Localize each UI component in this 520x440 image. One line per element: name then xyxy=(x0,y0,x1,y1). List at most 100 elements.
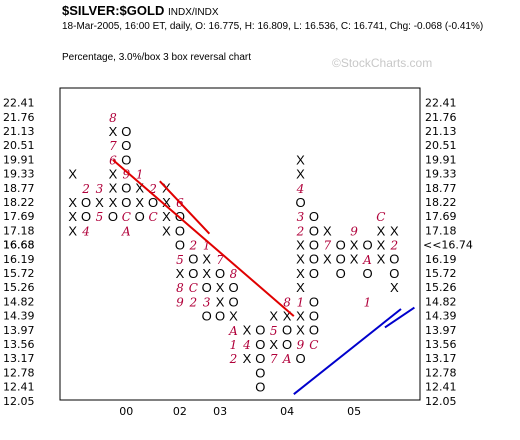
chart-description: Percentage, 3.0%/box 3 box reversal char… xyxy=(62,52,251,63)
y-tick-right: 12.78 xyxy=(425,366,457,379)
o-box: O xyxy=(121,152,131,167)
x-box: X xyxy=(390,223,399,238)
month-marker: 3 xyxy=(203,295,211,309)
x-box: X xyxy=(283,309,292,324)
y-tick-right: 20.51 xyxy=(425,139,457,152)
o-box: O xyxy=(148,195,158,210)
o-box: O xyxy=(135,209,145,224)
o-box: O xyxy=(228,280,238,295)
o-box: O xyxy=(108,209,118,224)
x-tick-label: 03 xyxy=(213,405,227,418)
o-box: O xyxy=(336,238,346,253)
y-tick-right: 21.13 xyxy=(425,125,457,138)
x-box: X xyxy=(323,223,332,238)
x-tick-label: 05 xyxy=(347,405,361,418)
month-marker: A xyxy=(362,253,372,267)
o-box: O xyxy=(121,138,131,153)
month-marker: 2 xyxy=(148,182,157,196)
o-box: O xyxy=(202,309,212,324)
y-tick-right: 13.56 xyxy=(425,338,457,351)
x-box: X xyxy=(296,167,305,182)
x-box: X xyxy=(377,252,386,267)
x-box: X xyxy=(229,309,238,324)
y-tick-right: 19.91 xyxy=(425,153,457,166)
symbol-title: $SILVER:$GOLD xyxy=(62,3,165,18)
y-tick-right: 18.77 xyxy=(425,182,457,195)
y-tick-right: 19.33 xyxy=(425,168,457,181)
o-box: O xyxy=(228,294,238,309)
o-box: O xyxy=(309,294,319,309)
o-box: O xyxy=(255,351,265,366)
x-box: X xyxy=(162,195,171,210)
o-box: O xyxy=(121,181,131,196)
y-tick-left: 13.97 xyxy=(3,324,35,337)
y-tick-right: 17.69 xyxy=(425,210,457,223)
y-tick-left: 13.56 xyxy=(3,338,35,351)
x-box: X xyxy=(296,309,305,324)
o-box: O xyxy=(336,266,346,281)
x-box: X xyxy=(68,209,77,224)
month-marker: 8 xyxy=(230,267,238,281)
y-tick-left: 12.41 xyxy=(3,381,35,394)
x-box: X xyxy=(68,167,77,182)
month-marker: 2 xyxy=(81,182,90,196)
month-marker: A xyxy=(121,224,131,238)
month-marker: 7 xyxy=(216,253,224,267)
month-marker: 3 xyxy=(96,182,104,196)
month-marker: A xyxy=(282,352,292,366)
month-marker: 5 xyxy=(96,210,104,224)
o-box: O xyxy=(309,309,319,324)
month-marker: 4 xyxy=(242,338,251,352)
resistance-secondary-trend-line xyxy=(159,180,211,235)
chart-title: $SILVER:$GOLD INDX/INDX xyxy=(62,3,219,18)
x-box: X xyxy=(377,223,386,238)
x-box: X xyxy=(243,351,252,366)
support-secondary-trend-line xyxy=(384,306,415,329)
month-marker: 4 xyxy=(296,182,305,196)
month-marker: 1 xyxy=(230,338,238,352)
y-tick-right: 15.72 xyxy=(425,267,457,280)
month-marker: 1 xyxy=(136,168,144,182)
o-box: O xyxy=(295,195,305,210)
o-box: O xyxy=(309,238,319,253)
o-box: O xyxy=(175,223,185,238)
y-tick-left: 21.13 xyxy=(3,125,35,138)
y-tick-right: 12.41 xyxy=(425,381,457,394)
o-box: O xyxy=(255,365,265,380)
y-tick-left: 20.51 xyxy=(3,139,35,152)
month-marker: 1 xyxy=(297,295,305,309)
month-marker: A xyxy=(228,324,238,338)
y-tick-right: 16.19 xyxy=(425,253,457,266)
month-marker: 9 xyxy=(297,338,305,352)
y-tick-left: 17.18 xyxy=(3,224,35,237)
y-tick-left: 17.69 xyxy=(3,210,35,223)
month-marker: 9 xyxy=(176,295,184,309)
month-marker: 2 xyxy=(389,239,398,253)
y-tick-left: 21.76 xyxy=(3,111,35,124)
x-box: X xyxy=(269,309,278,324)
o-box: O xyxy=(81,195,91,210)
watermark: ©StockCharts.com xyxy=(332,56,433,70)
month-marker: 8 xyxy=(109,111,117,125)
y-tick-left: 18.77 xyxy=(3,182,35,195)
y-tick-left: 16.68 xyxy=(3,239,35,252)
x-box: X xyxy=(323,252,332,267)
x-box: X xyxy=(377,238,386,253)
o-box: O xyxy=(255,380,265,395)
y-tick-right: 22.41 xyxy=(425,97,457,110)
y-tick-right: 12.05 xyxy=(425,395,457,408)
y-tick-left: 15.26 xyxy=(3,281,35,294)
y-tick-left: 15.72 xyxy=(3,267,35,280)
y-tick-right: 13.97 xyxy=(425,324,457,337)
y-tick-left: 14.39 xyxy=(3,310,35,323)
x-box: X xyxy=(296,152,305,167)
o-box: O xyxy=(309,223,319,238)
month-marker: 2 xyxy=(188,239,197,253)
month-marker: 7 xyxy=(270,352,278,366)
y-tick-right: 14.82 xyxy=(425,295,457,308)
x-box: X xyxy=(135,181,144,196)
x-box: X xyxy=(162,223,171,238)
y-tick-right: 17.18 xyxy=(425,224,457,237)
o-box: O xyxy=(81,209,91,224)
